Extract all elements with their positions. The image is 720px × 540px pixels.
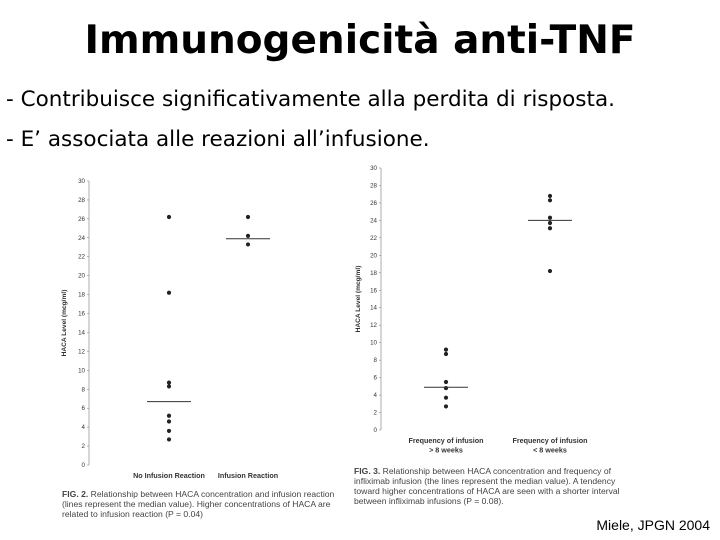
data-point [166, 290, 172, 295]
y-tick-label: 18 [370, 270, 377, 277]
data-point [443, 351, 449, 357]
y-tick-label: 2 [374, 410, 378, 417]
data-point [245, 242, 251, 247]
data-point [443, 385, 449, 391]
data-point [547, 226, 553, 231]
y-tick-label: 14 [370, 305, 377, 312]
category-label: Frequency of infusion [408, 436, 483, 445]
y-axis-title: HACA Level (mcg/ml) [355, 266, 362, 333]
y-tick-label: 10 [78, 367, 85, 374]
category-label: No Infusion Reaction [133, 471, 205, 480]
data-point [443, 395, 449, 400]
data-point [166, 437, 172, 442]
category-label: Infusion Reaction [218, 471, 278, 480]
y-tick-label: 28 [78, 197, 85, 204]
y-tick-label: 4 [374, 392, 378, 399]
data-point [547, 268, 553, 274]
y-tick-label: 6 [82, 405, 86, 412]
y-tick-label: 0 [374, 427, 378, 434]
data-point [547, 193, 553, 199]
y-tick-label: 12 [78, 348, 85, 355]
y-tick-label: 30 [370, 165, 377, 172]
data-point [443, 347, 449, 352]
y-tick-label: 20 [78, 273, 85, 280]
data-point [166, 419, 172, 424]
data-point [166, 428, 172, 434]
data-point [547, 220, 553, 226]
data-point [245, 214, 251, 220]
figure-3-caption-text: Relationship between HACA concentration … [354, 466, 620, 506]
y-tick-label: 4 [82, 424, 86, 431]
y-tick-label: 24 [78, 235, 85, 242]
y-tick-label: 0 [82, 462, 86, 469]
data-point [166, 384, 172, 389]
y-tick-label: 30 [78, 178, 85, 185]
y-tick-label: 8 [82, 386, 86, 393]
y-tick-label: 8 [374, 357, 378, 364]
y-tick-label: 28 [370, 182, 377, 189]
y-tick-label: 22 [370, 235, 377, 242]
y-tick-label: 2 [82, 443, 86, 450]
y-tick-label: 18 [78, 292, 85, 299]
data-point [547, 215, 553, 220]
figure-3-label: FIG. 3. [354, 466, 381, 476]
y-tick-label: 16 [370, 287, 377, 294]
y-tick-label: 24 [370, 217, 377, 224]
slide-title: Immunogenicità anti-TNF [84, 18, 636, 63]
bullet-1: - Contribuisce significativamente alla p… [6, 87, 615, 112]
data-point [166, 380, 172, 385]
data-point [547, 198, 553, 203]
category-label: Frequency of infusion [512, 436, 587, 445]
y-tick-label: 12 [370, 322, 377, 329]
category-label: > 8 weeks [429, 446, 463, 455]
y-tick-label: 16 [78, 311, 85, 318]
y-tick-label: 6 [374, 375, 378, 382]
bullet-2: - E’ associata alle reazioni all’infusio… [6, 127, 430, 152]
y-tick-label: 22 [78, 254, 85, 261]
y-tick-label: 26 [78, 216, 85, 223]
data-point [443, 404, 449, 409]
source-citation: Miele, JPGN 2004 [596, 517, 710, 533]
y-tick-label: 14 [78, 329, 85, 336]
y-tick-label: 20 [370, 252, 377, 259]
data-point [245, 233, 251, 239]
figure-3-caption: FIG. 3. Relationship between HACA concen… [354, 466, 626, 506]
data-point [443, 379, 449, 385]
y-tick-label: 26 [370, 200, 377, 207]
y-tick-label: 10 [370, 340, 377, 347]
data-point [166, 413, 172, 418]
data-point [166, 214, 172, 220]
figure-2-label: FIG. 2. [62, 489, 89, 499]
figure-2-caption: FIG. 2. Relationship between HACA concen… [62, 489, 342, 519]
category-label: < 8 weeks [533, 446, 567, 455]
figure-2-caption-text: Relationship between HACA concentration … [62, 489, 335, 519]
y-axis-title: HACA Level (mcg/ml) [61, 290, 68, 357]
